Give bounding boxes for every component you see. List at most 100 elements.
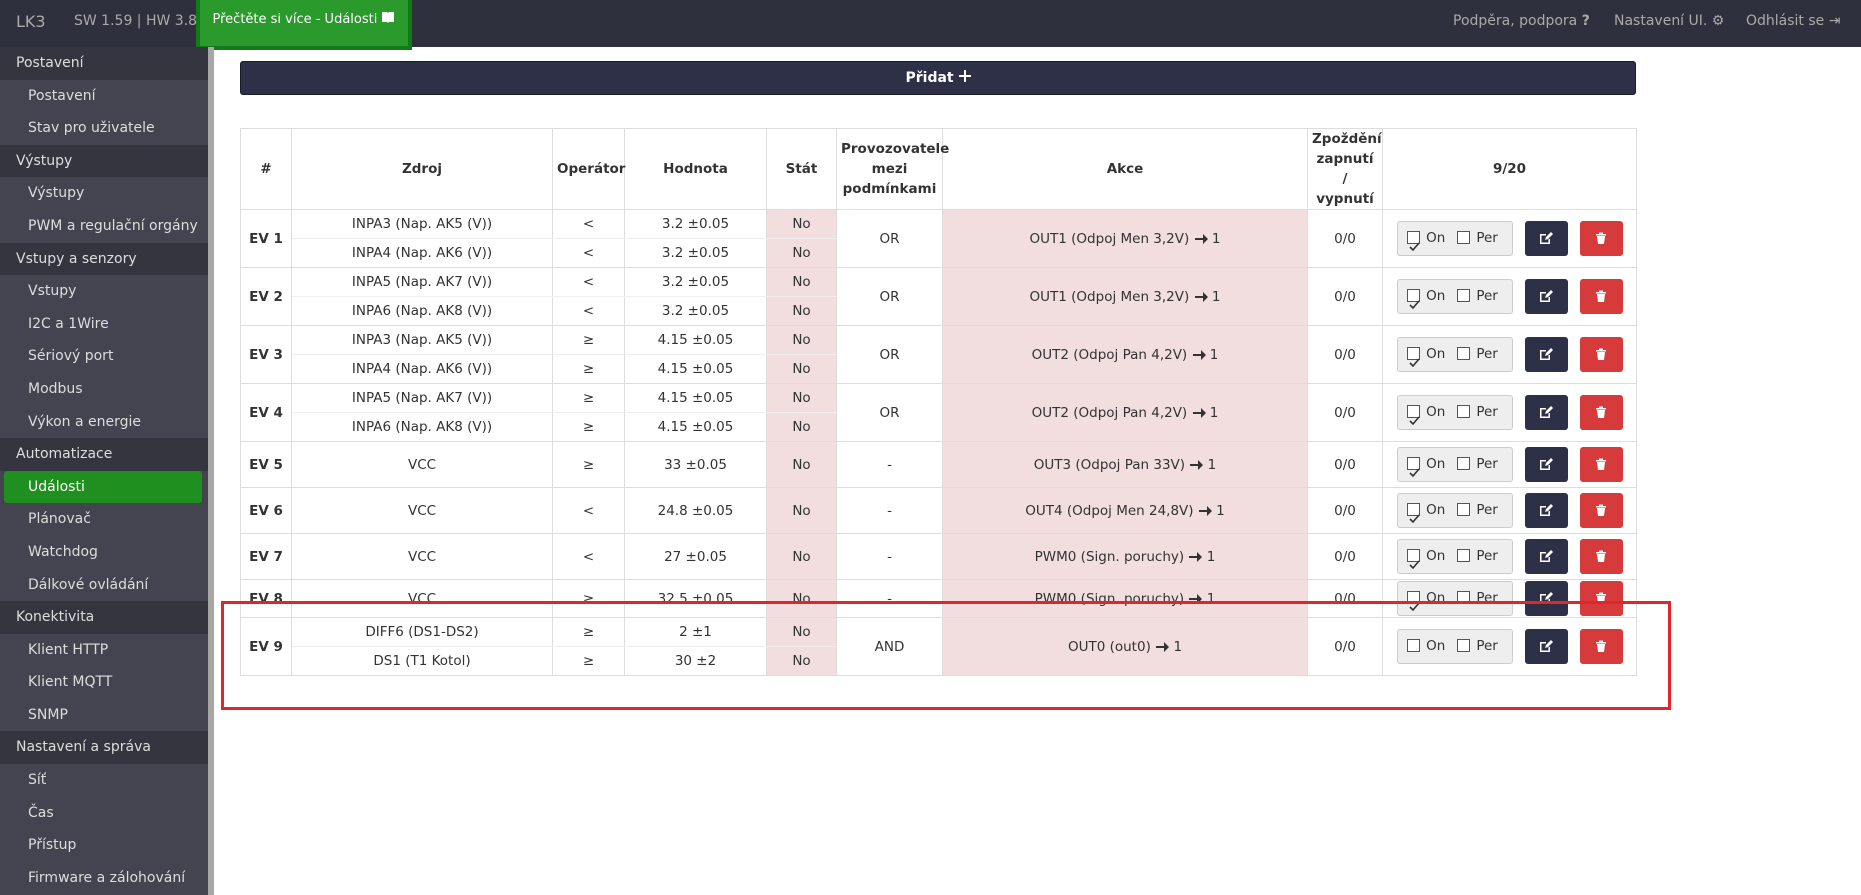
sidebar-item[interactable]: Watchdog [28,543,98,560]
sidebar-item[interactable]: PWM a regulační orgány [28,217,198,234]
edit-button[interactable] [1524,395,1568,430]
delete-icon [1596,232,1606,244]
sidebar-item[interactable]: Síť [28,772,47,789]
checkbox[interactable] [1407,502,1421,523]
brand[interactable]: LK3 [16,12,46,31]
checkbox[interactable] [1457,638,1471,652]
checkbox[interactable] [1407,456,1421,477]
sidebar-item[interactable]: Stav pro uživatele [28,120,155,137]
check-mark [1409,601,1420,611]
checkbox[interactable] [1407,288,1421,309]
checkbox[interactable] [1407,548,1421,569]
checkbox[interactable] [1457,288,1471,302]
delete-button[interactable] [1579,447,1623,482]
delete-button[interactable] [1579,279,1623,314]
sidebar-item[interactable]: Výstupy [28,185,85,202]
delay: 0/0 [1307,441,1383,488]
column-header: Zdroj [291,128,553,210]
sidebar-item[interactable]: I2C a 1Wire [28,315,109,332]
sidebar-item[interactable]: Čas [28,804,54,821]
sidebar-group[interactable]: Výstupy [0,144,208,178]
sidebar-item[interactable]: Sériový port [28,348,114,365]
condition-source: VCC [291,487,553,534]
sidebar-group[interactable]: Nastavení a správa [0,731,208,765]
sidebar-group[interactable]: Konektivita [0,601,208,634]
delete-button[interactable] [1579,493,1623,528]
sidebar-item[interactable]: SNMP [28,706,68,723]
edit-icon [1540,550,1553,562]
edit-button[interactable] [1524,581,1568,616]
event-row: INPA6 (Nap. AK8 (V)) ≥4.15 ±0.05 No [241,412,1637,442]
condition-value: 2 ±1 [624,617,767,647]
controls: On Per [1382,209,1637,268]
checkbox[interactable] [1457,230,1471,244]
sidebar-item[interactable]: Postavení [28,87,96,104]
delete-button[interactable] [1579,629,1623,664]
action: OUT0 (out0) 1 [942,617,1308,676]
action: OUT3 (Odpoj Pan 33V) 1 [942,441,1308,488]
arrow-icon [1190,459,1204,470]
sidebar-item[interactable]: Dálkové ovládání [28,576,149,593]
edit-button[interactable] [1524,337,1568,372]
sidebar-group[interactable]: Automatizace [0,438,208,471]
add-button[interactable]: Přidat [240,61,1636,95]
sidebar-item[interactable]: Přístup [28,837,77,854]
condition-value: 27 ±0.05 [624,533,767,580]
condition-operator: < [552,238,625,268]
arrow-icon [1189,551,1203,562]
nav-link[interactable]: Podpěra, podpora ? [1453,13,1590,29]
checkbox[interactable] [1457,346,1471,360]
action-target: OUT2 (Odpoj Pan 4,2V) [1031,346,1188,363]
checkbox[interactable] [1457,404,1471,418]
toggle-label: Per [1476,456,1498,472]
sidebar-item[interactable]: Vstupy [28,283,77,300]
delete-button[interactable] [1579,221,1623,256]
checkbox[interactable] [1407,404,1421,425]
action-value: 1 [1209,404,1219,421]
delete-button[interactable] [1579,395,1623,430]
edit-button[interactable] [1524,629,1568,664]
delete-button[interactable] [1579,539,1623,574]
delay: 0/0 [1307,209,1383,268]
condition-operator: < [552,267,625,297]
checkbox[interactable] [1407,346,1421,367]
condition-value: 3.2 ±0.05 [624,238,767,268]
edit-button[interactable] [1524,493,1568,528]
nav-link[interactable]: Odhlásit se ⇥ [1746,13,1841,29]
sidebar-item[interactable]: Firmware a zálohování [28,869,186,886]
sidebar-item[interactable]: Modbus [28,380,83,397]
checkbox[interactable] [1457,548,1471,562]
controls: On Per [1382,325,1637,384]
checkbox[interactable] [1407,230,1421,251]
event-name: EV 9 [240,617,292,676]
sidebar-item[interactable]: Klient MQTT [28,674,113,691]
event-row: EV 9 DIFF6 (DS1-DS2) ≥2 ±1 No AND OUT0 (out0)… [240,617,1637,676]
help-tab[interactable]: Přečtěte si více - Události [196,0,412,50]
controls: On Per [1382,441,1637,488]
edit-button[interactable] [1524,447,1568,482]
action: OUT4 (Odpoj Men 24,8V) 1 [942,487,1308,534]
edit-button[interactable] [1524,221,1568,256]
checkbox[interactable] [1407,638,1421,652]
event-row: INPA6 (Nap. AK8 (V)) <3.2 ±0.05 No [241,296,1637,326]
sidebar-item[interactable]: Výkon a energie [28,413,142,430]
sidebar-item[interactable]: Plánovač [28,511,91,528]
sidebar-group[interactable]: Postavení [0,47,208,80]
sidebar-group[interactable]: Vstupy a senzory [0,242,208,276]
book-icon [382,12,395,23]
edit-button[interactable] [1524,539,1568,574]
column-header: Stát [766,128,837,210]
sidebar-item[interactable]: Události [4,470,202,504]
edit-button[interactable] [1524,279,1568,314]
nav-link[interactable]: Nastavení UI. ⚙ [1614,13,1725,29]
checkbox[interactable] [1457,456,1471,470]
condition-source: INPA6 (Nap. AK8 (V)) [291,412,553,442]
sidebar-item[interactable]: Klient HTTP [28,641,109,658]
plus-icon [958,70,971,82]
check-mark [1409,467,1420,477]
checkbox[interactable] [1457,502,1471,516]
delete-button[interactable] [1579,337,1623,372]
check-mark [1409,299,1420,309]
condition-operator: < [552,209,625,239]
